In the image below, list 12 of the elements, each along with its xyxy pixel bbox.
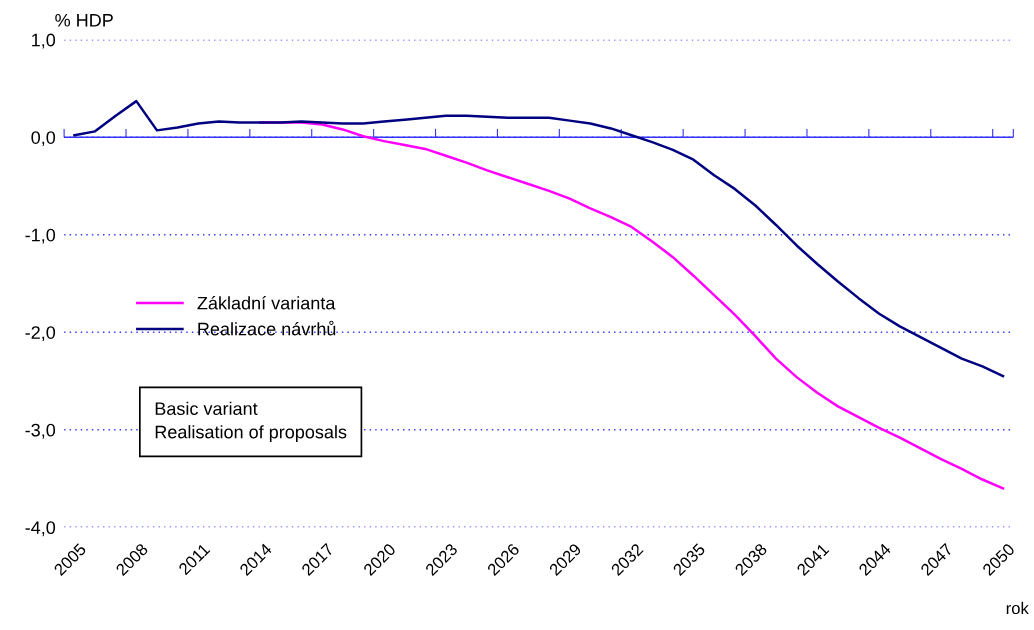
y-tick-label: -1,0 <box>25 228 56 244</box>
legend-label: Základní varianta <box>197 296 336 310</box>
y-tick-label: 1,0 <box>32 33 56 49</box>
y-tick-label: -4,0 <box>25 521 56 537</box>
legend-label: Realizace návrhů <box>198 320 336 336</box>
y-tick-label: -2,0 <box>25 326 56 342</box>
y-tick-label: -3,0 <box>25 423 56 439</box>
y-tick-label: 0,0 <box>31 131 56 147</box>
x-axis-title: rok <box>1006 601 1029 615</box>
y-axis-title: % HDP <box>55 13 113 27</box>
annotation: Basic variant Realisation of proposals <box>155 401 347 442</box>
line-series <box>73 99 1005 378</box>
